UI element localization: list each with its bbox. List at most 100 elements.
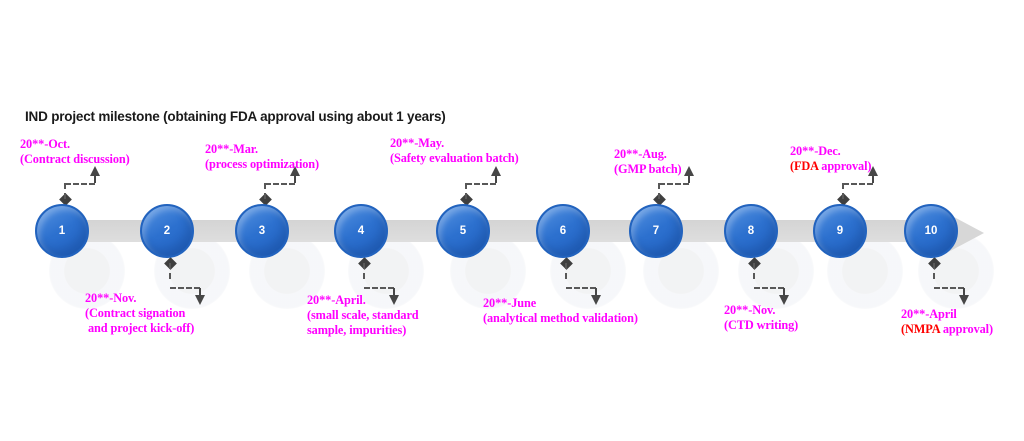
milestone-label: 20**-April (NMPA approval): [901, 307, 993, 337]
milestone-label-line: (Contract signation: [85, 306, 194, 321]
milestone-number: 6: [559, 225, 567, 237]
connector-arrow-stem: [393, 288, 395, 295]
milestone-circle: 6: [536, 204, 590, 258]
arrow-down-icon: [590, 295, 601, 305]
label-text: (CTD writing): [724, 318, 799, 332]
connector-dashed-horizontal: [754, 287, 784, 289]
connector-dashed-horizontal: [843, 183, 873, 185]
arrow-down-icon: [778, 295, 789, 305]
label-text: sample, impurities): [307, 323, 407, 337]
milestone-label-line: (analytical method validation): [483, 311, 638, 326]
milestone-label-line: (process optimization): [205, 157, 319, 172]
milestone-number: 5: [459, 225, 467, 237]
milestone-circle: 1: [35, 204, 89, 258]
label-text: (Contract signation: [85, 306, 186, 320]
arrow-down-icon: [388, 295, 399, 305]
label-text: (analytical method validation): [483, 311, 638, 325]
milestone-label-line: and project kick-off): [85, 321, 194, 336]
label-text: (Safety evaluation batch): [390, 151, 519, 165]
connector-arrow-stem: [495, 176, 497, 183]
connector-dashed-vertical: [565, 263, 567, 279]
connector-dashed-horizontal: [364, 287, 394, 289]
connector-dashed-vertical: [658, 183, 660, 199]
label-text: (GMP batch): [614, 162, 682, 176]
milestone-label: 20**-May. (Safety evaluation batch): [390, 136, 519, 166]
highlighted-text: (FDA: [790, 159, 819, 173]
arrow-up-icon: [490, 166, 501, 176]
milestone-label: 20**-Nov. (Contract signation and project…: [85, 291, 194, 336]
milestone-number: 10: [924, 225, 938, 237]
label-text: and project kick-off): [85, 321, 195, 335]
arrow-up-icon: [89, 166, 100, 176]
milestone-label: 20**-June (analytical method validation): [483, 296, 638, 326]
connector-arrow-stem: [595, 288, 597, 295]
connector-dashed-vertical: [842, 183, 844, 199]
label-text: 20**-Nov.: [85, 291, 137, 305]
connector-dashed-vertical: [363, 263, 365, 279]
milestone-label-line: 20**-Aug.: [614, 147, 682, 162]
arrow-up-icon: [289, 166, 300, 176]
milestone-label-line: 20**-Nov.: [85, 291, 194, 306]
milestone-label-line: 20**-Dec.: [790, 144, 871, 159]
connector-arrow-stem: [94, 176, 96, 183]
milestone-number: 4: [357, 225, 365, 237]
milestone-label: 20**-April. (small scale, standard sample,…: [307, 293, 419, 338]
milestone-label: 20**-Mar. (process optimization): [205, 142, 319, 172]
label-text: 20**-May.: [390, 136, 445, 150]
milestone-circle: 2: [140, 204, 194, 258]
connector-dashed-horizontal: [566, 287, 596, 289]
label-text: 20**-April.: [307, 293, 366, 307]
milestone-label: 20**-Dec. (FDA approval): [790, 144, 871, 174]
label-text: approval): [939, 322, 993, 336]
page-title: IND project milestone (obtaining FDA app…: [25, 109, 446, 124]
milestone-label-line: 20**-Oct.: [20, 137, 130, 152]
milestone-circle: 9: [813, 204, 867, 258]
arrow-up-icon: [683, 166, 694, 176]
label-text: 20**-Dec.: [790, 144, 841, 158]
connector-dashed-vertical: [465, 183, 467, 199]
label-text: 20**-June: [483, 296, 537, 310]
label-text: 20**-Nov.: [724, 303, 776, 317]
milestone-number: 7: [652, 225, 660, 237]
milestone-label: 20**-Aug. (GMP batch): [614, 147, 682, 177]
label-text: 20**-Mar.: [205, 142, 258, 156]
label-text: 20**-Oct.: [20, 137, 70, 151]
connector-dashed-vertical: [169, 263, 171, 279]
milestone-number: 8: [747, 225, 755, 237]
milestone-label-line: (CTD writing): [724, 318, 798, 333]
milestone-number: 2: [163, 225, 171, 237]
connector-arrow-stem: [872, 176, 874, 183]
connector-dashed-horizontal: [659, 183, 689, 185]
milestone-number: 1: [58, 225, 66, 237]
milestone-circle: 3: [235, 204, 289, 258]
milestone-label-line: sample, impurities): [307, 323, 419, 338]
connector-dashed-horizontal: [265, 183, 295, 185]
connector-arrow-stem: [688, 176, 690, 183]
connector-dashed-horizontal: [170, 287, 200, 289]
milestone-circle: 10: [904, 204, 958, 258]
connector-arrow-stem: [963, 288, 965, 295]
milestone-number: 3: [258, 225, 266, 237]
milestone-label-line: (small scale, standard: [307, 308, 419, 323]
milestone-label-line: (FDA approval): [790, 159, 871, 174]
connector-dashed-horizontal: [466, 183, 496, 185]
milestone-label-line: 20**-April.: [307, 293, 419, 308]
milestone-circle: 5: [436, 204, 490, 258]
milestone-label-line: 20**-April: [901, 307, 993, 322]
milestone-label-line: (NMPA approval): [901, 322, 993, 337]
label-text: (small scale, standard: [307, 308, 419, 322]
highlighted-text: (NMPA: [901, 322, 940, 336]
connector-dashed-horizontal: [934, 287, 964, 289]
connector-arrow-stem: [199, 288, 201, 295]
milestone-label-line: (Safety evaluation batch): [390, 151, 519, 166]
milestone-label-line: 20**-May.: [390, 136, 519, 151]
milestone-number: 9: [836, 225, 844, 237]
arrow-down-icon: [194, 295, 205, 305]
milestone-label: 20**-Nov. (CTD writing): [724, 303, 798, 333]
label-text: (Contract discussion): [20, 152, 130, 166]
milestone-circle: 7: [629, 204, 683, 258]
milestone-label-line: (Contract discussion): [20, 152, 130, 167]
milestone-label-line: 20**-Mar.: [205, 142, 319, 157]
connector-dashed-vertical: [264, 183, 266, 199]
